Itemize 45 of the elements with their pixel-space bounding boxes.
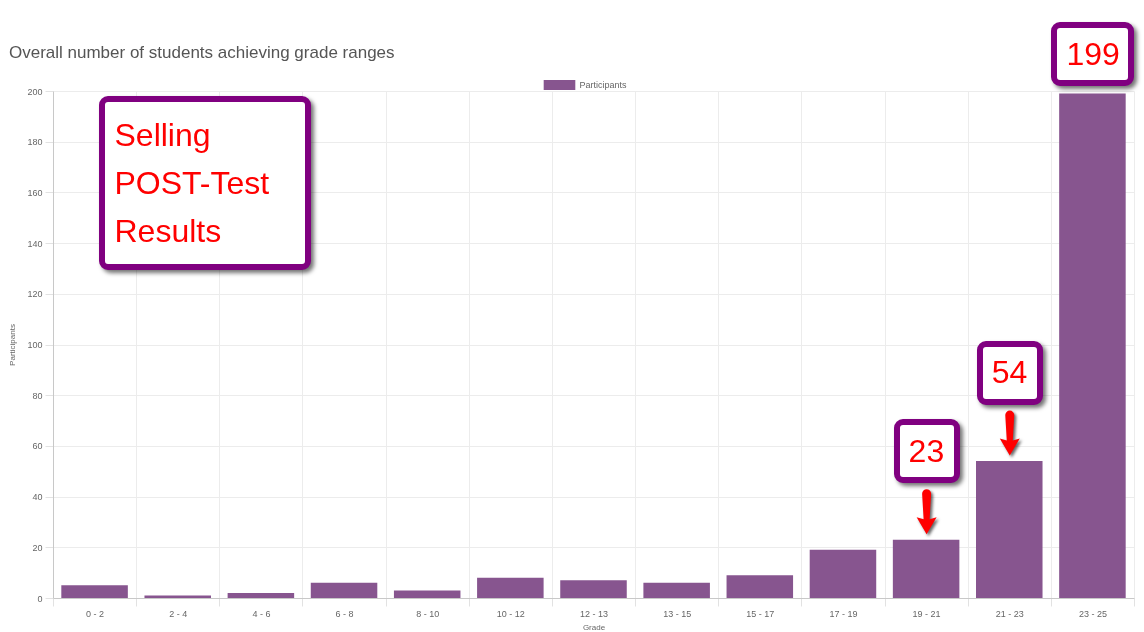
x-tick-label: 15 - 17: [746, 608, 775, 619]
bar: [809, 549, 877, 598]
y-tick-label: 100: [27, 340, 43, 350]
annotation: Selling POST-Test Results: [114, 115, 271, 251]
chart-title: Overall number of students achieving grade ranges: [8, 43, 395, 62]
bar: [726, 575, 794, 598]
x-tick-label: 12 - 13: [579, 608, 609, 619]
x-tick-label: 2 - 4: [169, 608, 188, 619]
legend-label: Participants: [579, 80, 628, 90]
bar: [227, 592, 295, 598]
bar: [144, 595, 211, 598]
x-tick-label: 13 - 15: [663, 608, 692, 619]
x-tick-label: 8 - 10: [416, 608, 440, 619]
bar: [477, 577, 544, 598]
y-tick-label: 180: [27, 137, 43, 148]
x-tick-label: 19 - 21: [912, 608, 941, 619]
bar: [643, 582, 710, 598]
x-tick-label: 6 - 8: [335, 608, 354, 619]
y-tick-label: 140: [27, 238, 43, 249]
bar: [976, 461, 1043, 598]
y-tick-label: 40: [32, 492, 43, 503]
y-tick-label: 120: [27, 289, 43, 300]
bar: [892, 539, 960, 598]
y-tick-label: 160: [27, 187, 43, 198]
x-tick-label: 4 - 6: [252, 608, 271, 619]
annotation: 199: [1066, 35, 1120, 73]
x-tick-label: 23 - 25: [1078, 608, 1107, 619]
bar: [560, 580, 627, 598]
y-tick-label: 0: [37, 593, 43, 604]
bar: [393, 590, 461, 598]
bar: [61, 585, 128, 598]
x-tick-label: 10 - 12: [496, 608, 525, 619]
bar: [1059, 93, 1126, 598]
x-axis-title: Grade: [582, 622, 606, 632]
x-tick-label: 17 - 19: [829, 608, 858, 619]
y-tick-label: 60: [32, 441, 43, 452]
y-tick-label: 20: [32, 542, 43, 553]
bar: [310, 582, 378, 598]
annotation: 23: [908, 432, 945, 470]
x-tick-label: 0 - 2: [86, 608, 105, 619]
y-tick-label: 80: [32, 390, 43, 401]
y-axis-title: Participants: [8, 324, 18, 366]
x-tick-label: 21 - 23: [995, 608, 1024, 619]
annotation: 54: [991, 354, 1028, 392]
y-tick-label: 200: [27, 86, 43, 97]
